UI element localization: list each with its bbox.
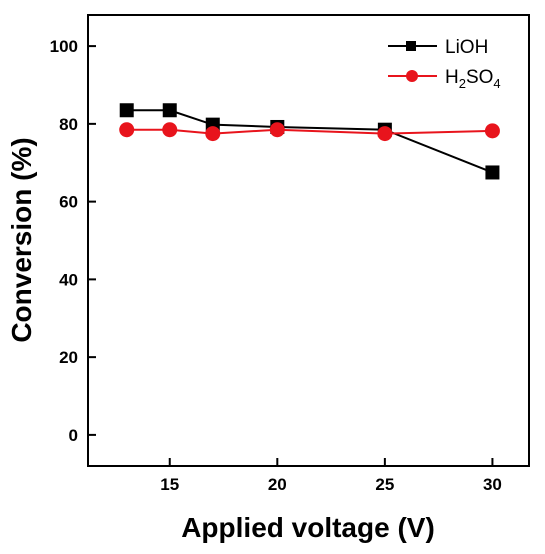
- series-line: [126, 109, 493, 174]
- x-tick-label: 25: [375, 475, 394, 494]
- legend-item-lioh: LiOH: [388, 37, 488, 58]
- y-tick-label: 40: [59, 270, 78, 289]
- y-axis-title: Conversion (%): [6, 137, 37, 342]
- series-lioh: [119, 103, 500, 180]
- series-h2so4: [119, 122, 500, 142]
- y-tick-label: 0: [69, 426, 78, 445]
- data-point: [269, 122, 285, 138]
- axis-ticks: 15 20 25 30 0 20 40 60 80 100: [50, 37, 502, 494]
- series-line: [126, 128, 493, 135]
- x-axis-title: Applied voltage (V): [181, 512, 435, 543]
- data-point: [119, 122, 135, 138]
- data-point: [205, 126, 221, 142]
- data-point: [485, 165, 500, 180]
- legend-label: H2SO4: [445, 67, 501, 91]
- legend-marker: [406, 41, 416, 51]
- data-point: [162, 122, 178, 138]
- legend: LiOH H2SO4: [388, 37, 501, 91]
- y-tick-label: 60: [59, 193, 78, 212]
- data-point: [162, 103, 177, 118]
- series-layer: [119, 103, 500, 180]
- y-tick-label: 20: [59, 348, 78, 367]
- x-tick-label: 30: [483, 475, 502, 494]
- data-point: [484, 123, 500, 139]
- x-tick-label: 20: [268, 475, 287, 494]
- data-point: [119, 103, 134, 118]
- legend-item-h2so4: H2SO4: [388, 67, 501, 91]
- data-point: [377, 126, 393, 142]
- legend-label: LiOH: [445, 37, 488, 58]
- plot-frame: [87, 14, 530, 467]
- y-tick-label: 100: [50, 37, 78, 56]
- legend-marker: [406, 70, 418, 82]
- x-tick-label: 15: [160, 475, 179, 494]
- y-tick-label: 80: [59, 115, 78, 134]
